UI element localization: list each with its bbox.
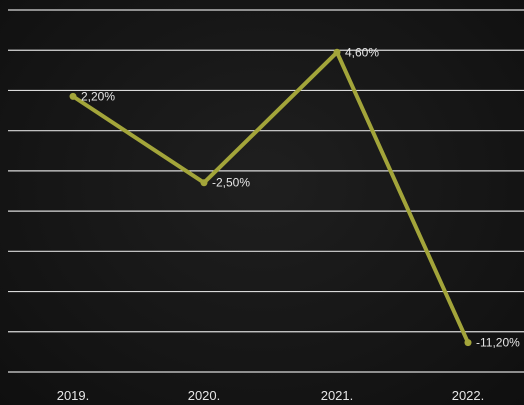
data-point (200, 179, 208, 187)
data-point (69, 92, 77, 100)
series-line (71, 48, 470, 345)
data-label: -11,20% (476, 336, 520, 350)
data-label: 4,60% (345, 45, 379, 59)
data-point (464, 339, 472, 347)
x-tick-label: 2021. (321, 388, 354, 403)
data-point (333, 48, 341, 56)
data-label: 2,20% (81, 89, 115, 103)
x-tick-label: 2019. (57, 388, 90, 403)
x-tick-label: 2020. (188, 388, 221, 403)
data-label: -2,50% (212, 176, 250, 190)
x-tick-label: 2022. (452, 388, 485, 403)
